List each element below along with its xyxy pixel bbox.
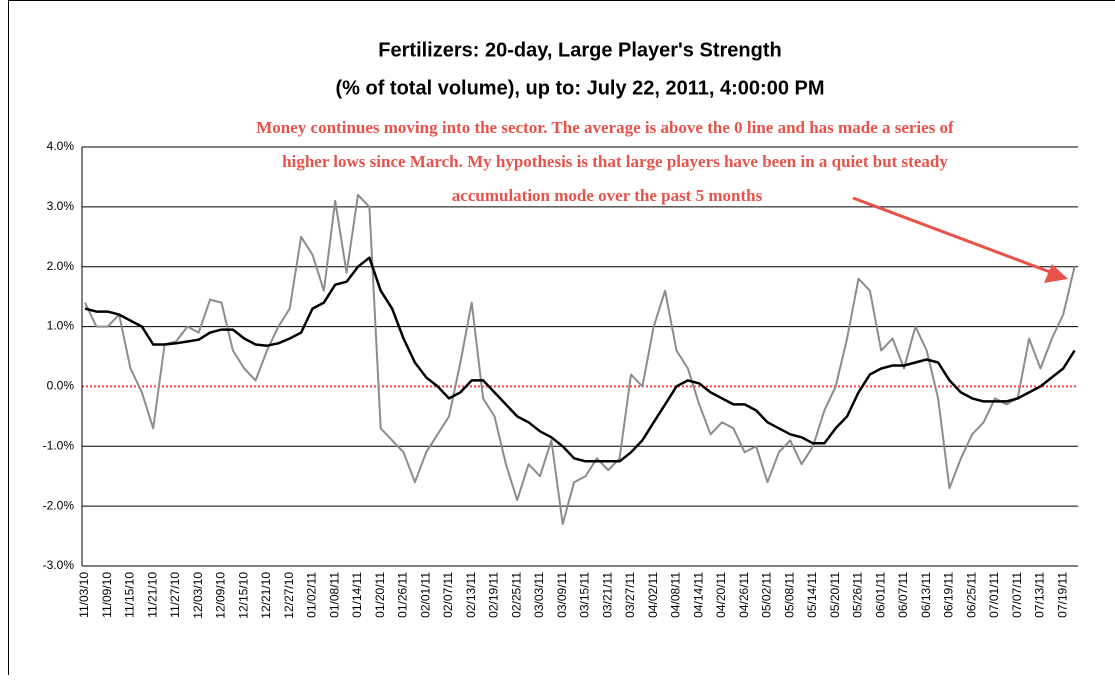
- x-tick-label: 04/20/11: [714, 572, 728, 618]
- x-tick-label: 06/25/11: [964, 572, 978, 618]
- chart-title: (% of total volume), up to: July 22, 201…: [335, 77, 824, 99]
- x-tick-label: 05/08/11: [782, 572, 796, 618]
- x-tick-label: 01/26/11: [396, 572, 410, 618]
- x-tick-label: 07/01/11: [987, 572, 1001, 618]
- x-tick-label: 06/01/11: [873, 572, 887, 618]
- annotation: higher lows since March. My hypothesis i…: [282, 152, 948, 171]
- x-tick-label: 06/13/11: [919, 572, 933, 618]
- x-tick-label: 03/21/11: [600, 572, 614, 618]
- x-tick-label: 03/15/11: [578, 572, 592, 618]
- x-tick-label: 03/03/11: [532, 572, 546, 618]
- x-tick-label: 12/03/10: [191, 572, 205, 619]
- y-tick-label: 0.0%: [47, 379, 75, 393]
- x-tick-label: 05/20/11: [828, 572, 842, 618]
- x-tick-label: 05/14/11: [805, 572, 819, 618]
- x-tick-label: 04/02/11: [646, 572, 660, 618]
- x-tick-label: 04/26/11: [737, 572, 751, 618]
- x-tick-label: 06/07/11: [896, 572, 910, 618]
- x-tick-label: 06/19/11: [942, 572, 956, 618]
- series-line: [85, 258, 1075, 462]
- plot-area: -3.0% -2.0% -1.0% 0.0% 1.0% 2.0% 3.0% 4.0% 11/03…: [43, 139, 1078, 619]
- annotation: Money continues moving into the sector. …: [256, 118, 954, 137]
- x-tick-label: 01/14/11: [350, 572, 364, 618]
- arrow: [853, 198, 1068, 283]
- x-tick-label: 11/03/10: [77, 572, 91, 618]
- x-tick-label: 02/25/11: [509, 572, 523, 618]
- x-tick-label: 02/07/11: [441, 572, 455, 618]
- x-tick-label: 07/07/11: [1010, 572, 1024, 618]
- y-tick-label: 4.0%: [47, 139, 75, 153]
- y-tick-label: 1.0%: [47, 319, 75, 333]
- x-tick-label: 04/14/11: [691, 572, 705, 618]
- annotation: accumulation mode over the past 5 months: [452, 186, 763, 205]
- x-tick-label: 01/02/11: [305, 572, 319, 618]
- x-tick-label: 03/09/11: [555, 572, 569, 618]
- x-tick-label: 05/02/11: [760, 572, 774, 618]
- x-tick-label: 11/15/10: [123, 572, 137, 618]
- x-tick-label: 11/21/10: [145, 572, 159, 618]
- x-tick-label: 02/13/11: [464, 572, 478, 618]
- y-tick-label: -2.0%: [43, 498, 75, 512]
- x-tick-label: 12/09/10: [214, 572, 228, 619]
- y-tick-label: -3.0%: [43, 558, 75, 572]
- x-tick-label: 07/19/11: [1055, 572, 1069, 618]
- x-tick-label: 12/21/10: [259, 572, 273, 619]
- x-tick-label: 12/27/10: [282, 572, 296, 619]
- y-tick-label: -1.0%: [43, 438, 75, 452]
- x-tick-label: 11/27/10: [168, 572, 182, 618]
- x-tick-label: 01/08/11: [327, 572, 341, 618]
- x-tick-label: 01/20/11: [373, 572, 387, 618]
- x-tick-label: 04/08/11: [669, 572, 683, 618]
- x-tick-label: 11/09/10: [100, 572, 114, 618]
- x-tick-label: 05/26/11: [851, 572, 865, 618]
- chart-title: Fertilizers: 20-day, Large Player's Stre…: [378, 39, 781, 61]
- x-tick-label: 02/19/11: [487, 572, 501, 618]
- y-tick-label: 2.0%: [47, 259, 75, 273]
- x-tick-label: 02/01/11: [418, 572, 432, 618]
- x-tick-label: 07/13/11: [1033, 572, 1047, 618]
- x-tick-label: 12/15/10: [236, 572, 250, 619]
- x-tick-label: 03/27/11: [623, 572, 637, 618]
- y-tick-label: 3.0%: [47, 199, 75, 213]
